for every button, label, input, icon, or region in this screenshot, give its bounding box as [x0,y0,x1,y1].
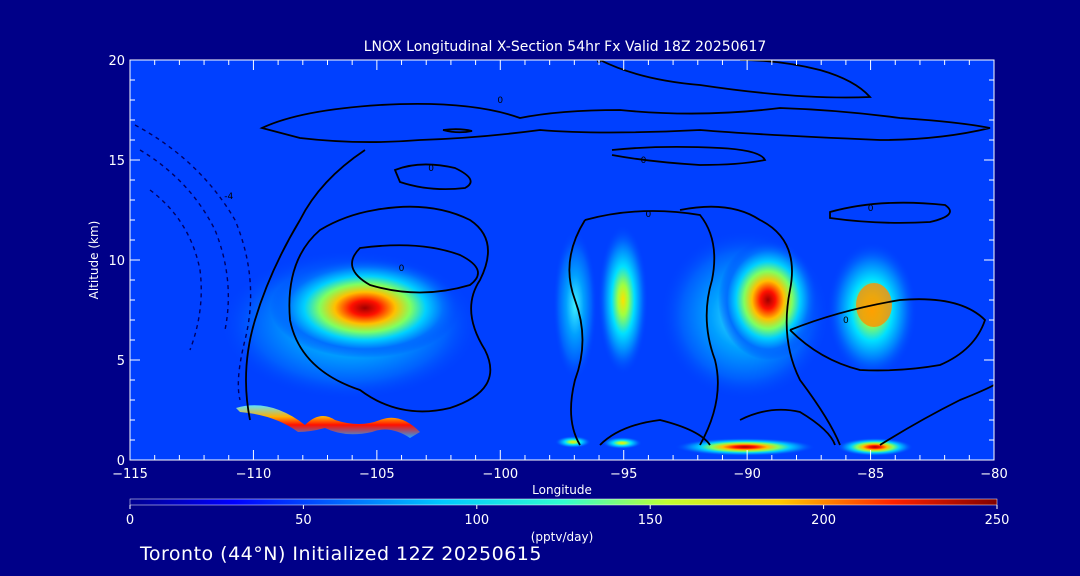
x-tick-label: −90 [733,467,760,482]
colorbar-tick-label: 0 [126,513,134,528]
x-tick-label: −80 [980,467,1007,482]
contour-label: -4 [224,192,233,202]
contour-label: 0 [399,264,405,274]
colorbar-tick-label: 100 [464,513,489,528]
surface-streak-east [837,438,913,456]
y-axis-label: Altitude (km) [87,221,101,300]
colorbar [129,498,998,506]
colorbar-tick-label: 150 [638,513,663,528]
colorbar-label: (pptv/day) [531,530,594,544]
colorbar-tick-label: 200 [811,513,836,528]
x-axis: −115 −110 −105 −100 −95 −90 −85 −80 [112,60,1008,482]
blob-west-low [236,405,420,438]
y-axis: 0 5 10 15 20 [108,54,994,469]
contour-label: 0 [868,204,874,214]
y-tick-label: 0 [117,454,125,469]
chart-title: LNOX Longitudinal X-Section 54hr Fx Vali… [364,39,767,55]
surface-streak-center [675,438,815,456]
contour-label: 0 [428,164,434,174]
x-tick-label: −85 [857,467,884,482]
x-tick-label: −110 [236,467,272,482]
colorbar-tick-label: 250 [985,513,1010,528]
x-tick-label: −105 [359,467,395,482]
footer-caption: Toronto (44°N) Initialized 12Z 20250615 [140,543,542,565]
contour-label: 0 [646,210,652,220]
blob-west-upper [270,258,460,358]
contour-label: 0 [641,156,647,166]
heatmap-layer: -400000000 [134,60,994,456]
blob-central-b [598,225,648,375]
surface-streak-a [555,436,591,448]
contour-label: 0 [497,96,503,106]
y-tick-label: 15 [108,154,125,169]
y-tick-label: 10 [108,254,125,269]
y-tick-label: 20 [108,54,125,69]
y-tick-label: 5 [117,354,125,369]
x-tick-label: −100 [482,467,518,482]
x-axis-label: Longitude [532,483,592,497]
contour-label: 0 [843,316,849,326]
surface-streak-b [602,437,642,449]
colorbar-ticks: 0 50 100 150 200 250 [126,505,1010,528]
colorbar-tick-label: 50 [295,513,312,528]
x-tick-label: −95 [610,467,637,482]
blob-central-a [553,230,597,380]
x-tick-label: −115 [112,467,148,482]
contour-lines [245,60,994,446]
negative-contours [134,124,252,401]
blob-mid [718,240,818,360]
